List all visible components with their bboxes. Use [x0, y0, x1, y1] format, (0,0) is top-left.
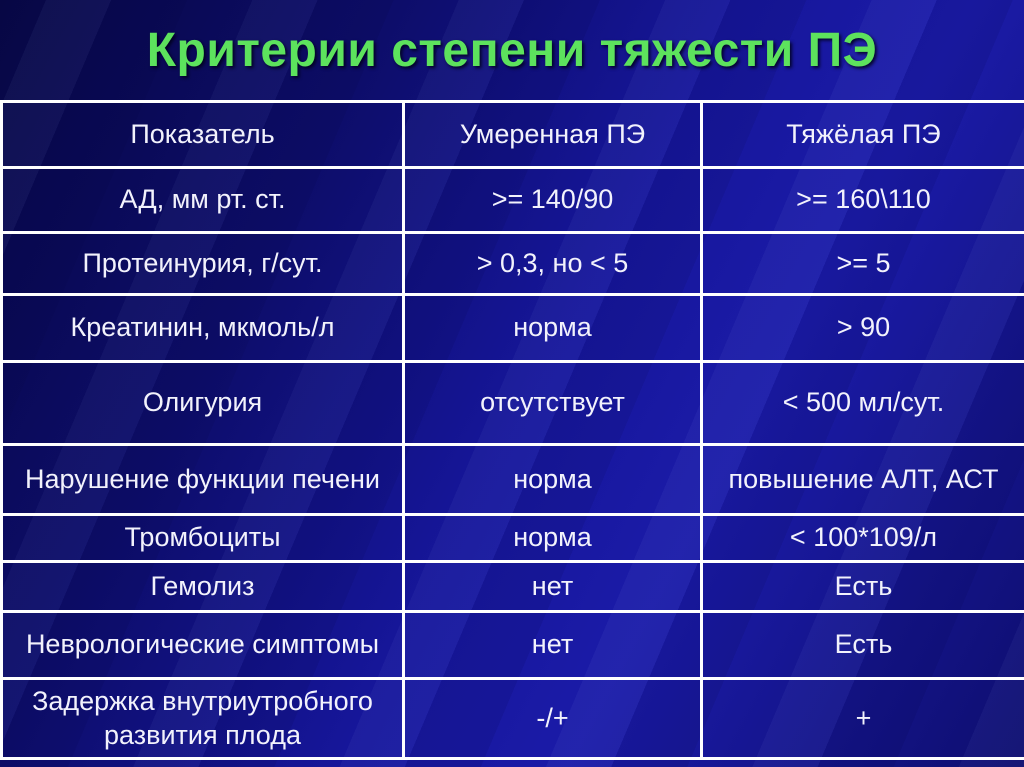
- cell-moderate: >= 140/90: [402, 166, 703, 234]
- cell-severe: повышение АЛТ, АСТ: [700, 443, 1024, 516]
- cell-severe: < 100*109/л: [700, 513, 1024, 563]
- cell-moderate: нет: [402, 560, 703, 613]
- cell-moderate: норма: [402, 293, 703, 363]
- cell-moderate: -/+: [402, 677, 703, 760]
- cell-indicator: АД, мм рт. ст.: [0, 166, 405, 234]
- col-header-severe-pe: Тяжёлая ПЭ: [700, 100, 1024, 169]
- table-row: Гемолиз нет Есть: [0, 560, 1024, 613]
- col-header-moderate-pe: Умеренная ПЭ: [402, 100, 703, 169]
- cell-indicator: Задержка внутриутробного развития плода: [0, 677, 405, 760]
- table-row: Тромбоциты норма < 100*109/л: [0, 513, 1024, 563]
- cell-severe: Есть: [700, 560, 1024, 613]
- cell-moderate: норма: [402, 443, 703, 516]
- cell-moderate: > 0,3, но < 5: [402, 231, 703, 296]
- cell-indicator: Креатинин, мкмоль/л: [0, 293, 405, 363]
- cell-severe: Есть: [700, 610, 1024, 680]
- cell-severe: >= 5: [700, 231, 1024, 296]
- col-header-indicator: Показатель: [0, 100, 405, 169]
- page-title: Критерии степени тяжести ПЭ: [146, 23, 878, 77]
- table-row: Креатинин, мкмоль/л норма > 90: [0, 293, 1024, 363]
- table-row: Нарушение функции печени норма повышение…: [0, 443, 1024, 516]
- cell-indicator: Гемолиз: [0, 560, 405, 613]
- cell-severe: < 500 мл/сут.: [700, 360, 1024, 446]
- criteria-table: Показатель Умеренная ПЭ Тяжёлая ПЭ АД, м…: [0, 100, 1024, 760]
- cell-moderate: норма: [402, 513, 703, 563]
- title-band: Критерии степени тяжести ПЭ: [0, 0, 1024, 100]
- table-row: АД, мм рт. ст. >= 140/90 >= 160\110: [0, 166, 1024, 234]
- table-row: Протеинурия, г/сут. > 0,3, но < 5 >= 5: [0, 231, 1024, 296]
- table-header-row: Показатель Умеренная ПЭ Тяжёлая ПЭ: [0, 100, 1024, 169]
- cell-severe: +: [700, 677, 1024, 760]
- cell-severe: >= 160\110: [700, 166, 1024, 234]
- cell-indicator: Олигурия: [0, 360, 405, 446]
- cell-moderate: отсутствует: [402, 360, 703, 446]
- table-row: Олигурия отсутствует < 500 мл/сут.: [0, 360, 1024, 446]
- table-row: Задержка внутриутробного развития плода …: [0, 677, 1024, 760]
- cell-indicator: Нарушение функции печени: [0, 443, 405, 516]
- cell-indicator: Неврологические симптомы: [0, 610, 405, 680]
- cell-moderate: нет: [402, 610, 703, 680]
- cell-indicator: Тромбоциты: [0, 513, 405, 563]
- cell-severe: > 90: [700, 293, 1024, 363]
- table-row: Неврологические симптомы нет Есть: [0, 610, 1024, 680]
- cell-indicator: Протеинурия, г/сут.: [0, 231, 405, 296]
